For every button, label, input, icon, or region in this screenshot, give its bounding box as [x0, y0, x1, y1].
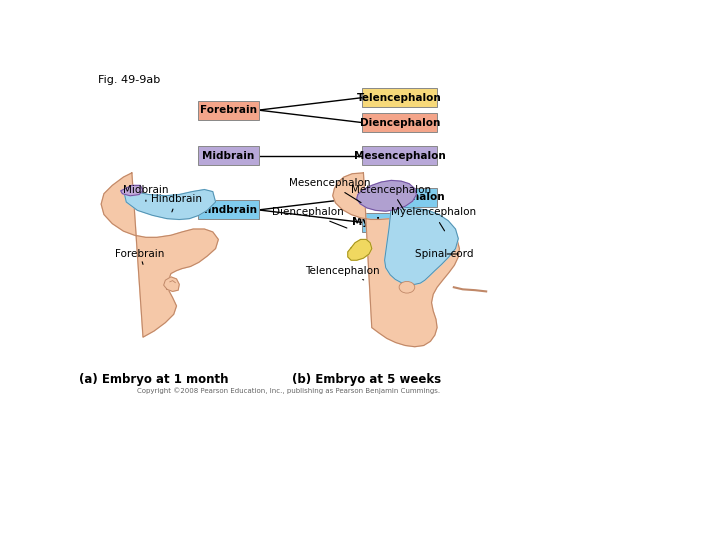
Polygon shape	[124, 190, 215, 219]
Polygon shape	[333, 173, 459, 347]
Text: Diencephalon: Diencephalon	[359, 118, 440, 127]
Text: Telencephalon: Telencephalon	[357, 93, 442, 103]
Text: Telencephalon: Telencephalon	[305, 266, 379, 280]
Text: Forebrain: Forebrain	[115, 249, 164, 265]
FancyBboxPatch shape	[362, 146, 437, 165]
FancyBboxPatch shape	[362, 88, 437, 107]
Text: (a) Embryo at 1 month: (a) Embryo at 1 month	[79, 373, 229, 386]
Text: Myelencephalon: Myelencephalon	[391, 207, 476, 231]
Text: Spinal cord: Spinal cord	[415, 249, 474, 259]
FancyBboxPatch shape	[198, 200, 258, 219]
Polygon shape	[348, 239, 372, 260]
Polygon shape	[163, 277, 179, 292]
Text: Diencephalon: Diencephalon	[271, 207, 347, 228]
FancyBboxPatch shape	[362, 188, 437, 207]
Text: Mesencephalon: Mesencephalon	[289, 178, 371, 202]
Text: Metencephalon: Metencephalon	[351, 185, 431, 210]
Text: Midbrain: Midbrain	[124, 185, 169, 201]
FancyBboxPatch shape	[198, 100, 258, 120]
Text: (b) Embryo at 5 weeks: (b) Embryo at 5 weeks	[292, 373, 441, 386]
Text: Mesencephalon: Mesencephalon	[354, 151, 446, 161]
Polygon shape	[121, 185, 143, 196]
Text: Forebrain: Forebrain	[199, 105, 256, 115]
Text: Midbrain: Midbrain	[202, 151, 254, 161]
Text: Fig. 49-9ab: Fig. 49-9ab	[99, 75, 161, 85]
Polygon shape	[101, 173, 218, 337]
FancyBboxPatch shape	[198, 146, 258, 165]
Text: Hindbrain: Hindbrain	[151, 194, 202, 212]
Text: Copyright ©2008 Pearson Education, Inc., publishing as Pearson Benjamin Cummings: Copyright ©2008 Pearson Education, Inc.,…	[138, 388, 441, 394]
Polygon shape	[356, 180, 416, 211]
FancyBboxPatch shape	[362, 213, 437, 232]
Polygon shape	[384, 206, 459, 285]
Text: Myelencephalon: Myelencephalon	[351, 218, 448, 227]
Text: Hindbrain: Hindbrain	[199, 205, 257, 215]
Text: Metencephalon: Metencephalon	[354, 192, 445, 202]
FancyBboxPatch shape	[362, 113, 437, 132]
Circle shape	[399, 281, 415, 293]
